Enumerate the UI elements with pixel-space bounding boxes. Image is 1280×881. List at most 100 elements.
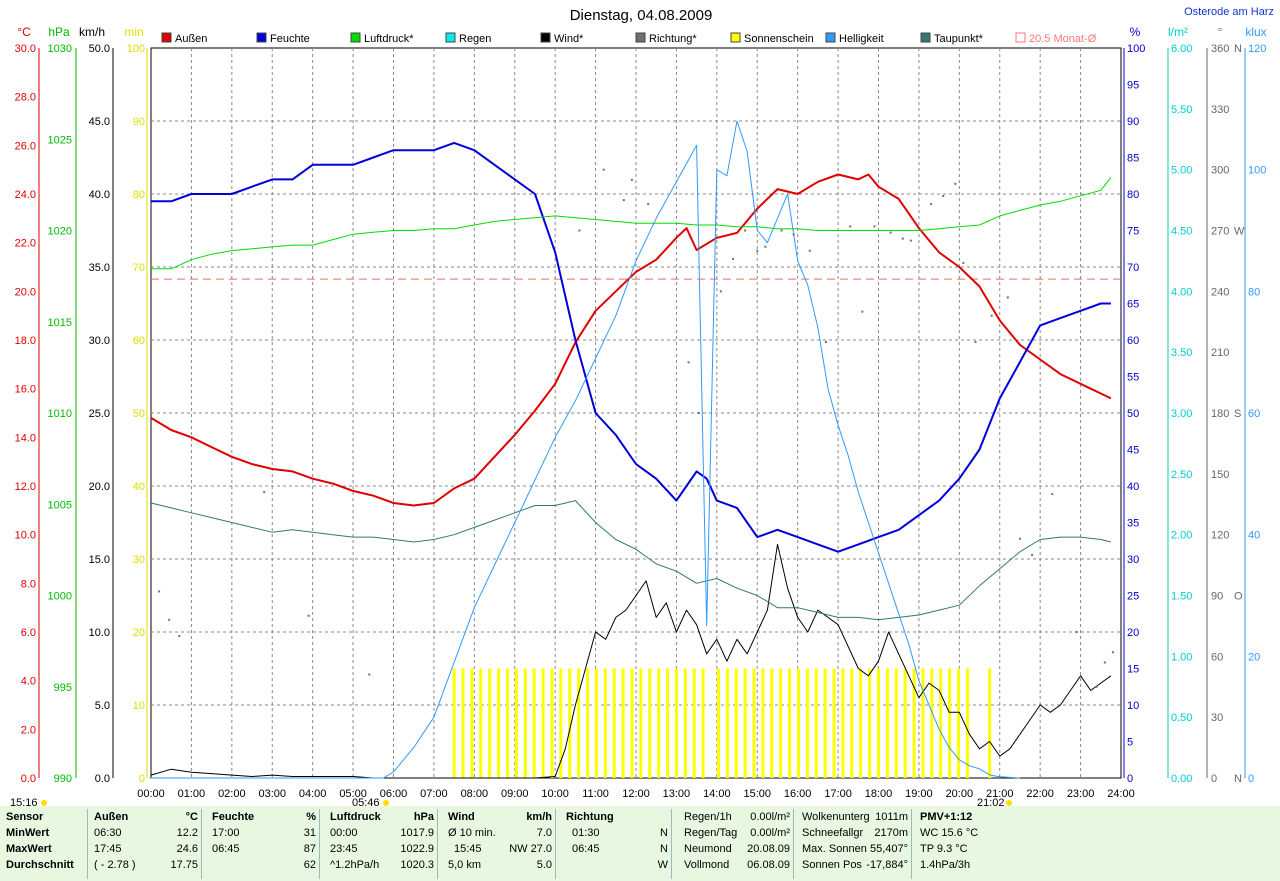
sunshine-bar <box>939 668 943 778</box>
legend-label: Außen <box>175 33 207 45</box>
stats-wolken-label: Wolkenunterg <box>802 811 870 823</box>
sunshine-bar <box>805 668 809 778</box>
axis-tick-rain: 4.00 <box>1171 286 1192 298</box>
axis-tick-pressure: 1030 <box>48 43 72 55</box>
direction-point <box>1103 661 1106 664</box>
direction-point <box>1075 631 1078 633</box>
stats-feuchte-avg-value: 62 <box>303 859 316 871</box>
stats-sonnenpos-label: Sonnen Pos <box>802 859 862 871</box>
direction-point <box>808 249 811 252</box>
x-tick-label: 00:00 <box>137 788 165 800</box>
direction-point <box>780 229 783 232</box>
axis-tick-rain: 0.00 <box>1171 773 1192 785</box>
direction-point <box>732 257 734 260</box>
legend-label: 20.5 Monat-Ø <box>1029 33 1097 45</box>
sunshine-bar <box>470 668 474 778</box>
axis-tick-rain: 5.00 <box>1171 165 1192 177</box>
sunshine-bar <box>568 668 572 778</box>
axis-tick-temp: 12.0 <box>15 481 36 493</box>
direction-point <box>647 203 650 206</box>
legend-swatch <box>445 32 456 43</box>
axis-unit-direction: ° <box>1218 25 1223 39</box>
direction-point <box>1018 537 1021 540</box>
axis-tick-wind: 15.0 <box>89 554 110 566</box>
stats-aussen-title: Außen <box>94 811 129 823</box>
legend-swatch <box>540 32 551 43</box>
direction-point <box>764 245 767 248</box>
axis-tick-humidity: 60 <box>1127 335 1139 347</box>
stats-schnee-label: Schneefallgr <box>802 827 864 839</box>
compass-label: O <box>1234 591 1243 603</box>
sunshine-bar <box>461 668 465 778</box>
stats-wind-title: Wind <box>448 811 475 823</box>
stats-regen1h-value: 0.00l/m² <box>750 811 790 823</box>
stats-neumond-value: 20.08.09 <box>747 843 790 855</box>
axis-tick-sun: 50 <box>133 408 145 420</box>
axis-tick-direction: 30 <box>1211 712 1223 724</box>
stats-sensor-label: Sensor <box>6 811 44 823</box>
stats-feuchte-min-time: 17:00 <box>212 827 240 839</box>
x-tick-label: 03:00 <box>258 788 286 800</box>
sunshine-bar <box>779 668 783 778</box>
stats-vollmond-label: Vollmond <box>684 859 730 871</box>
axis-tick-humidity: 90 <box>1127 116 1139 128</box>
stats-avg-label: Durchschnitt <box>6 859 74 871</box>
stats-luftdruck-max-value: 1022.9 <box>400 843 434 855</box>
sunshine-bar <box>657 668 661 778</box>
stats-luftdruck-column: Luftdruck hPa 00:00 1017.9 23:45 1022.9 ^1.… <box>330 809 438 879</box>
stats-pmv-tp: TP 9.3 °C <box>920 843 968 855</box>
direction-point <box>368 673 371 676</box>
sunshine-bar <box>832 668 836 778</box>
axis-tick-direction: 60 <box>1211 651 1223 663</box>
axis-tick-temp: 2.0 <box>21 724 36 736</box>
sunshine-bar <box>894 668 898 778</box>
axis-tick-pressure: 1020 <box>48 226 72 238</box>
direction-point <box>1095 685 1098 688</box>
axis-tick-humidity: 35 <box>1127 518 1139 530</box>
direction-point <box>861 310 864 313</box>
sunshine-bar <box>850 668 854 778</box>
x-tick-label: 08:00 <box>461 788 489 800</box>
sunshine-bar <box>814 668 818 778</box>
series-line <box>151 120 1021 779</box>
sunshine-bar <box>559 668 563 778</box>
sunshine-bar <box>841 668 845 778</box>
x-tick-label: 04:00 <box>299 788 327 800</box>
axis-tick-pressure: 1000 <box>48 591 72 603</box>
sunshine-bar <box>479 668 483 778</box>
axis-tick-temp: 0.0 <box>21 773 36 785</box>
axis-tick-wind: 20.0 <box>89 481 110 493</box>
axis-tick-temp: 26.0 <box>15 140 36 152</box>
axis-tick-rain: 5.50 <box>1171 104 1192 116</box>
sunrise-time: 05:46 <box>352 797 380 806</box>
sunshine-bar <box>594 668 598 778</box>
stats-schnee-value: 2170m <box>874 827 908 839</box>
direction-point <box>697 412 700 414</box>
statistics-panel: Sensor MinWert MaxWert Durchschnitt Auße… <box>0 806 1280 881</box>
direction-point <box>1031 553 1034 556</box>
stats-luftdruck-avg-value: 1020.3 <box>400 859 434 871</box>
stats-pmv-title: PMV+1:12 <box>920 811 973 823</box>
axis-tick-brightness: 20 <box>1248 651 1260 663</box>
direction-point <box>889 231 892 234</box>
legend-label: Richtung* <box>649 33 697 45</box>
stats-luftdruck-unit: hPa <box>413 811 434 823</box>
legend-swatch <box>1015 32 1026 43</box>
direction-point <box>873 225 876 228</box>
axis-tick-temp: 16.0 <box>15 384 36 396</box>
axis-tick-direction: 120 <box>1211 530 1229 542</box>
axis-tick-humidity: 45 <box>1127 445 1139 457</box>
direction-point <box>974 341 977 344</box>
stats-richtung-max-value: N <box>660 843 668 855</box>
axis-tick-temp: 10.0 <box>15 530 36 542</box>
axis-unit-temp: °C <box>17 25 31 39</box>
stats-richtung-title: Richtung <box>566 811 614 823</box>
stats-wolken-value: 1011m <box>875 811 908 823</box>
compass-label: N <box>1234 773 1242 785</box>
sunshine-bar <box>630 668 634 778</box>
x-tick-label: 18:00 <box>865 788 893 800</box>
x-tick-label: 16:00 <box>784 788 812 800</box>
axis-unit-rain: l/m² <box>1168 25 1188 39</box>
axis-tick-rain: 0.50 <box>1171 712 1192 724</box>
axis-tick-humidity: 85 <box>1127 153 1139 165</box>
